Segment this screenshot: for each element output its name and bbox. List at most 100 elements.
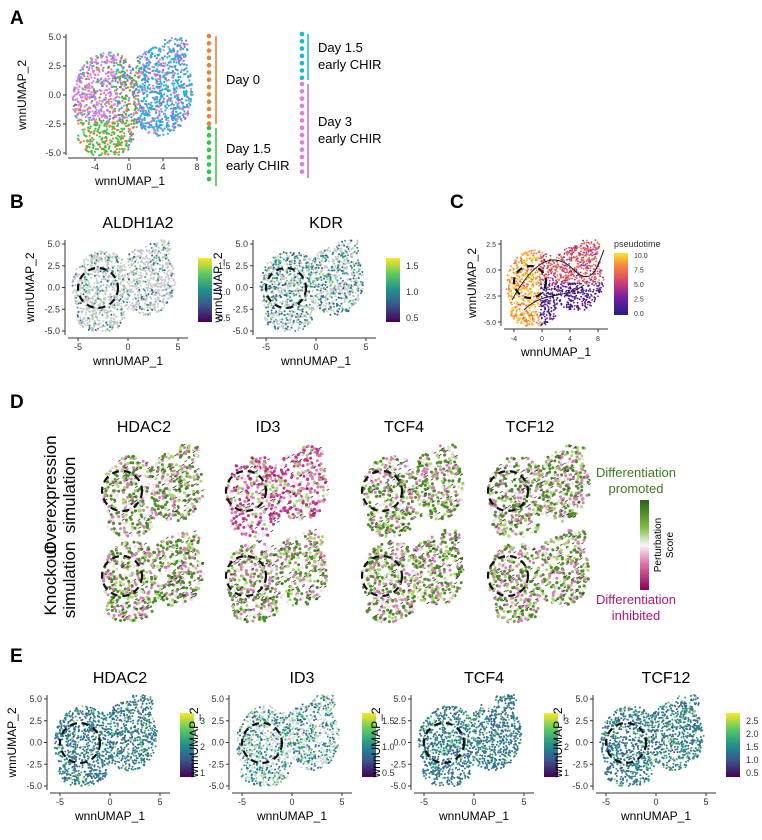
cell-point — [324, 304, 327, 307]
cell-point — [179, 44, 182, 47]
cell-point — [263, 300, 266, 303]
cell-point — [112, 151, 115, 154]
cell-point — [101, 80, 104, 84]
cell-point — [132, 86, 135, 89]
cell-point — [296, 274, 299, 277]
cell-point — [100, 77, 103, 80]
cell-point — [99, 131, 102, 134]
cell-point — [76, 306, 79, 309]
cell-point — [142, 295, 145, 298]
cell-point — [130, 133, 133, 136]
cell-point — [342, 252, 345, 255]
cell-point — [280, 310, 283, 313]
cell-point — [158, 53, 161, 56]
cell-point — [81, 319, 84, 322]
cell-point — [97, 286, 100, 289]
cell-point — [289, 315, 292, 318]
cell-point — [145, 75, 148, 78]
cell-point — [318, 251, 321, 254]
cell-point — [292, 282, 295, 285]
cell-point — [100, 64, 103, 67]
cell-point — [186, 110, 190, 113]
cell-point — [93, 325, 95, 328]
cell-point — [309, 321, 312, 324]
cell-point — [349, 264, 352, 267]
cell-point — [178, 98, 181, 101]
cell-point — [160, 285, 163, 288]
cell-point — [279, 270, 282, 273]
cell-point — [89, 63, 92, 66]
cell-point — [98, 70, 101, 73]
cell-point — [162, 129, 165, 132]
cell-point — [152, 126, 156, 129]
cell-point — [297, 315, 300, 318]
cell-point — [323, 249, 326, 252]
cell-point — [160, 89, 163, 92]
cell-point — [130, 272, 133, 275]
cell-point — [176, 79, 179, 82]
cell-point — [180, 97, 183, 101]
cell-point — [311, 306, 314, 309]
cell-point — [320, 279, 323, 281]
cell-point — [74, 274, 77, 277]
cell-point — [72, 278, 75, 281]
panel-label-c: C — [450, 192, 464, 213]
cell-point — [189, 90, 193, 93]
cell-point — [115, 296, 118, 299]
cell-point — [153, 72, 156, 75]
cell-point — [89, 140, 92, 143]
cell-point — [130, 288, 133, 291]
cell-point — [117, 153, 120, 156]
cell-point — [114, 92, 117, 95]
cell-point — [318, 292, 321, 295]
cell-point — [87, 86, 90, 89]
cell-point — [308, 258, 311, 261]
y-tick-label: 2.5 — [48, 61, 61, 71]
cell-point — [110, 106, 114, 109]
cell-point — [143, 77, 146, 80]
cell-point — [155, 125, 158, 128]
cell-point — [104, 272, 107, 275]
cell-point — [155, 120, 158, 123]
cell-point — [86, 96, 89, 99]
cell-point — [145, 283, 148, 286]
cell-point — [321, 267, 323, 270]
cell-point — [102, 274, 105, 277]
cell-point — [132, 122, 135, 125]
cell-point — [297, 259, 300, 261]
cell-point — [286, 313, 289, 316]
cell-point — [183, 83, 186, 86]
cell-point — [86, 72, 90, 75]
cell-point — [94, 263, 97, 266]
cell-point — [288, 260, 291, 263]
cell-point — [109, 299, 112, 301]
cell-point — [281, 300, 284, 303]
cell-point — [347, 309, 350, 312]
cell-point — [165, 243, 168, 246]
cell-point — [293, 262, 296, 265]
cell-point — [111, 257, 114, 260]
cell-point — [313, 286, 316, 289]
cell-point — [159, 97, 162, 100]
x-tick-label: 0 — [125, 342, 130, 352]
cell-point — [105, 311, 108, 314]
cell-point — [90, 76, 93, 79]
cell-point — [104, 292, 107, 295]
legend-dot — [206, 99, 212, 104]
cell-point — [280, 289, 283, 292]
cell-point — [177, 59, 180, 62]
cell-point — [157, 60, 160, 63]
cell-point — [97, 128, 100, 131]
cell-point — [79, 266, 82, 269]
cell-point — [135, 258, 138, 261]
cell-point — [309, 313, 312, 316]
cell-point — [274, 260, 277, 263]
cell-point — [116, 81, 119, 84]
cell-point — [147, 102, 150, 105]
cell-point — [82, 308, 85, 310]
cell-point — [118, 148, 121, 151]
cell-point — [162, 49, 165, 52]
cell-point — [294, 255, 297, 258]
cell-point — [154, 294, 157, 297]
cell-point — [149, 252, 152, 255]
